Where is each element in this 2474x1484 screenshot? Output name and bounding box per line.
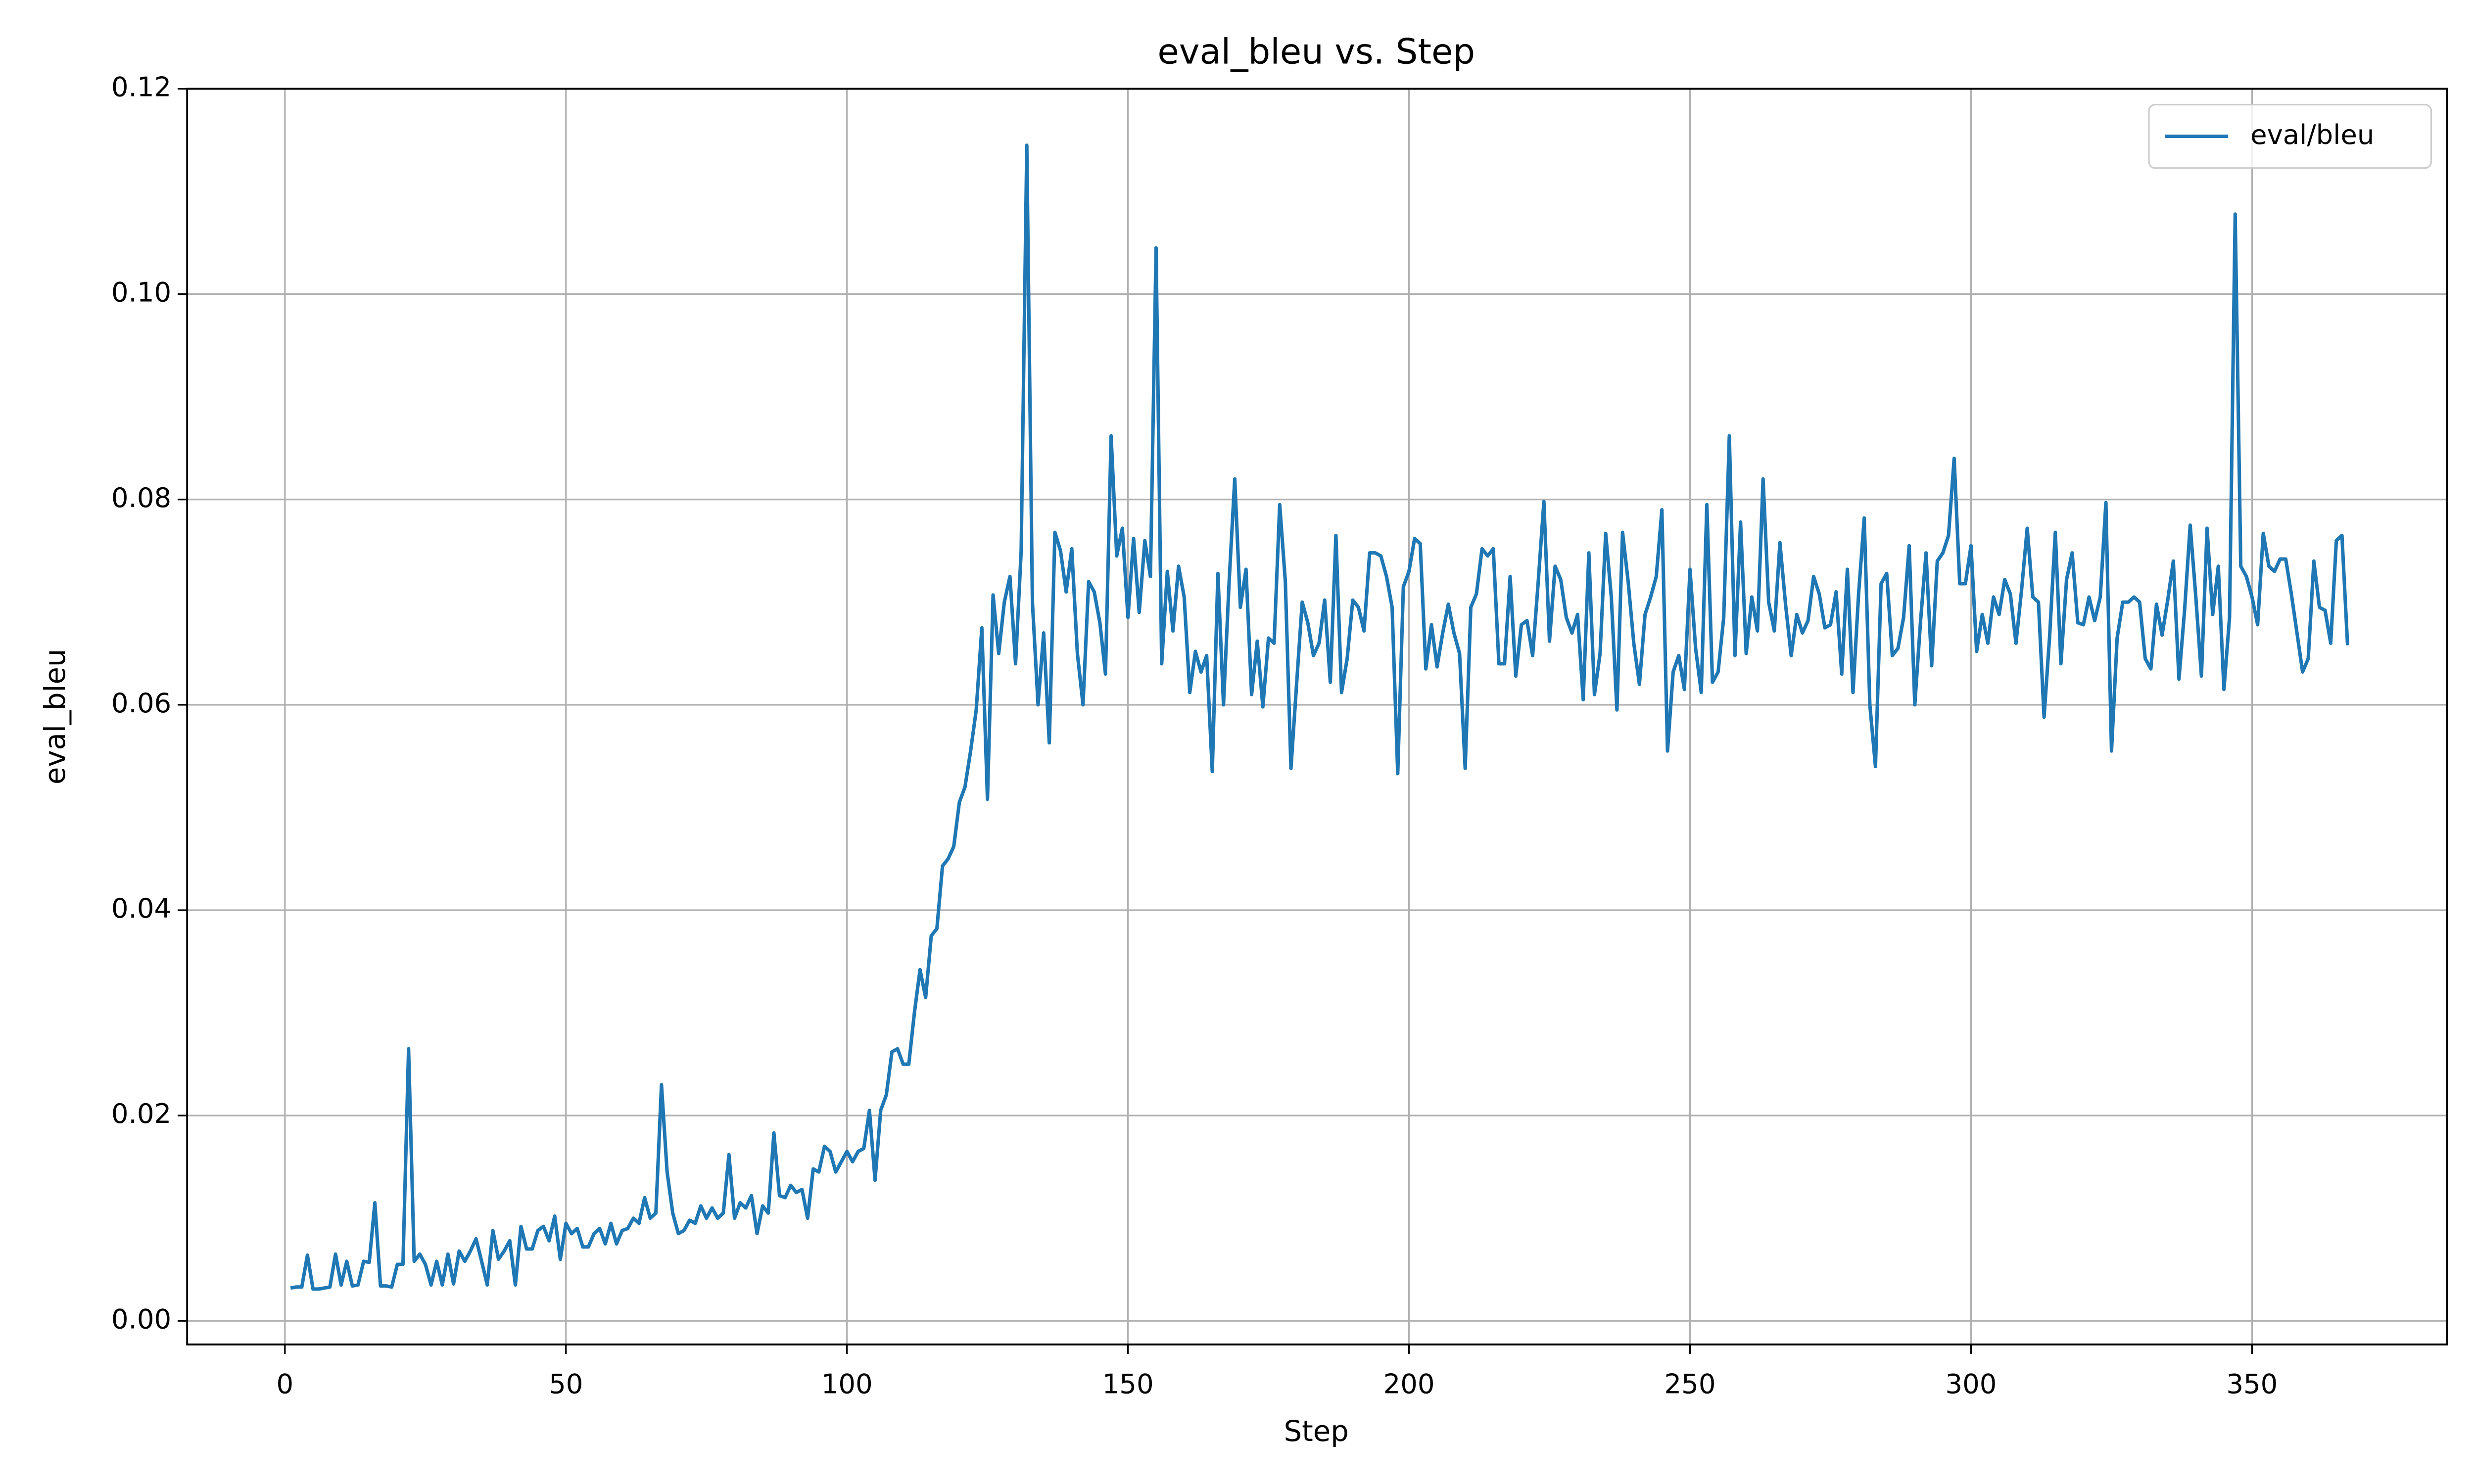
y-tick-label: 0.02 (111, 1098, 171, 1129)
x-tick-label: 0 (277, 1368, 294, 1399)
y-tick-label: 0.00 (111, 1303, 171, 1335)
y-axis-title: eval_bleu (38, 649, 72, 785)
x-tick-label: 150 (1102, 1368, 1154, 1399)
y-tick-label: 0.12 (111, 71, 171, 103)
x-axis-title: Step (1284, 1414, 1349, 1448)
x-tick-label: 50 (549, 1368, 583, 1399)
y-tick-label: 0.10 (111, 277, 171, 308)
x-tick-label: 300 (1945, 1368, 1997, 1399)
y-tick-label: 0.08 (111, 482, 171, 513)
plot-frame (186, 88, 2448, 1345)
y-tick-label: 0.04 (111, 892, 171, 924)
legend-label: eval/bleu (2250, 119, 2374, 150)
legend-box (2148, 103, 2432, 169)
x-tick-label: 100 (821, 1368, 873, 1399)
x-tick-label: 350 (2226, 1368, 2278, 1399)
legend: eval/bleu (2148, 103, 2432, 169)
data-line (290, 143, 2349, 1291)
chart-title: eval_bleu vs. Step (1157, 32, 1475, 72)
x-tick-label: 200 (1383, 1368, 1435, 1399)
y-tick-label: 0.06 (111, 687, 171, 719)
x-tick-label: 250 (1665, 1368, 1716, 1399)
